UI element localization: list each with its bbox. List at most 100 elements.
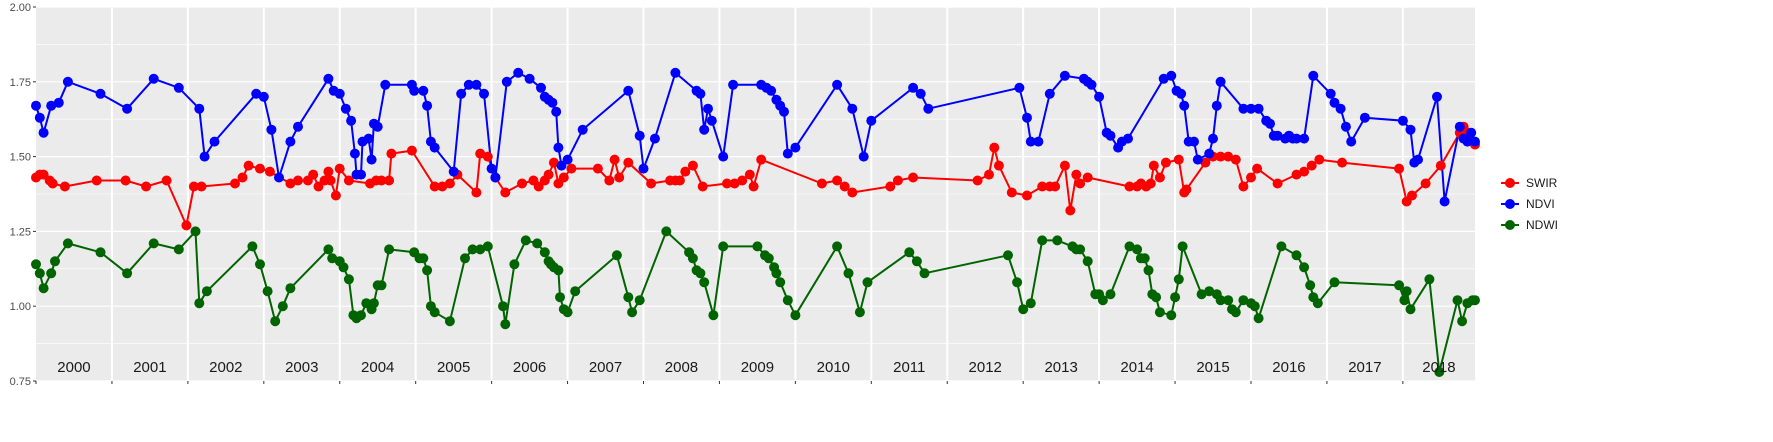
swir-point <box>1223 151 1234 162</box>
ndwi-point <box>1151 292 1162 303</box>
ndwi-point <box>695 268 706 279</box>
ndvi-point <box>1359 112 1370 123</box>
ndwi-point <box>1215 295 1226 306</box>
ndvi-point <box>323 73 334 84</box>
ndwi-point <box>687 253 698 264</box>
ndwi-point <box>790 310 801 321</box>
swir-point <box>543 169 554 180</box>
ndwi-point <box>1204 286 1215 297</box>
swir-point <box>1075 178 1086 189</box>
legend-label: NDVI <box>1526 197 1555 211</box>
ndwi-point <box>190 226 201 237</box>
ndvi-point <box>53 97 64 108</box>
swir-point <box>376 175 387 186</box>
swir-point <box>1181 184 1192 195</box>
swir-point <box>1420 178 1431 189</box>
ndvi-point <box>718 151 729 162</box>
ndwi-point <box>763 253 774 264</box>
swir-point <box>444 178 455 189</box>
ndwi-point <box>1399 295 1410 306</box>
swir-point <box>517 178 527 189</box>
ndwi-point <box>555 292 565 303</box>
ndvi-point <box>409 85 420 96</box>
swir-point <box>1037 181 1048 192</box>
ndvi-point <box>1211 100 1222 111</box>
ndwi-point <box>1457 316 1468 327</box>
ndwi-point <box>1276 241 1287 252</box>
year-label: 2010 <box>817 359 850 376</box>
swir-point <box>609 154 620 165</box>
ndvi-point <box>62 76 73 87</box>
ndvi-point <box>1466 127 1477 138</box>
ndvi-point <box>346 115 357 126</box>
swir-point <box>1252 163 1263 174</box>
ndvi-point <box>1158 73 1169 84</box>
ndwi-point <box>34 268 45 279</box>
ndvi-point <box>858 151 869 162</box>
ndwi-point <box>247 241 258 252</box>
swir-point <box>437 181 448 192</box>
ndvi-point <box>199 151 210 162</box>
ndvi-point <box>1238 103 1249 114</box>
swir-point <box>313 181 324 192</box>
ndwi-point <box>1154 307 1165 318</box>
ndvi-point <box>422 100 433 111</box>
swir-point <box>1394 163 1405 174</box>
swir-point <box>1173 154 1184 165</box>
swir-point <box>885 181 896 192</box>
ndwi-point <box>429 307 440 318</box>
ndvi-point <box>1397 115 1408 126</box>
swir-point <box>1065 205 1076 216</box>
ndvi-point <box>1346 136 1357 147</box>
y-tick-label: 1.50 <box>10 152 31 164</box>
ndvi-point <box>1470 136 1480 147</box>
ndvi-point <box>766 85 777 96</box>
ndvi-point <box>623 85 634 96</box>
ndwi-point <box>1230 307 1241 318</box>
ndwi-point <box>843 268 854 279</box>
ndvi-point <box>34 112 45 123</box>
swir-point <box>161 175 172 186</box>
swir-point <box>1006 187 1017 198</box>
swir-point <box>1407 190 1417 201</box>
ndvi-point <box>779 106 789 117</box>
ndwi-point <box>418 253 429 264</box>
ndwi-point <box>498 301 508 312</box>
year-label: 2004 <box>361 359 394 376</box>
ndwi-point <box>1173 274 1184 285</box>
y-tick-label: 1.25 <box>10 226 31 238</box>
swir-point <box>984 169 994 180</box>
ndvi-point <box>670 67 681 78</box>
swir-point <box>558 172 569 183</box>
swir-point <box>972 175 983 186</box>
y-tick-label: 2.00 <box>10 2 31 14</box>
ndvi-point <box>1204 148 1215 159</box>
ndwi-point <box>562 307 573 318</box>
ndvi-point <box>706 115 717 126</box>
ndwi-point <box>1075 244 1086 255</box>
year-label: 2014 <box>1120 359 1153 376</box>
ndvi-point <box>695 88 706 99</box>
swir-point <box>697 181 708 192</box>
swir-point <box>1299 166 1310 177</box>
ndvi-point <box>479 88 489 99</box>
ndwi-point <box>50 256 60 267</box>
ndvi-point <box>356 169 366 180</box>
ndwi-point <box>1305 280 1316 291</box>
ndwi-point <box>327 253 338 264</box>
ndwi-point <box>1177 241 1188 252</box>
swir-point <box>1059 160 1070 171</box>
ndvi-point <box>334 88 345 99</box>
swir-point <box>548 157 559 168</box>
ndvi-point <box>1044 88 1055 99</box>
swir-point <box>748 181 759 192</box>
legend: SWIR NDVI NDWI <box>1501 176 1558 232</box>
ndvi-point <box>1215 76 1226 87</box>
swir-point <box>293 175 303 186</box>
swir-point <box>330 190 341 201</box>
ndvi-point <box>363 133 374 144</box>
swir-point <box>674 175 685 186</box>
ndvi-point <box>194 103 205 114</box>
swir-point <box>325 175 336 186</box>
swir-point <box>59 181 70 192</box>
